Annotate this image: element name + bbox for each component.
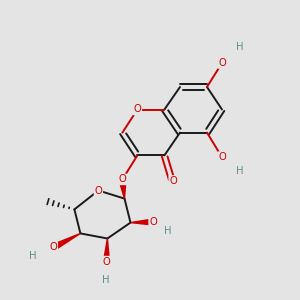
Text: O: O [149,217,157,227]
Polygon shape [52,233,80,250]
Text: O: O [134,104,141,115]
Text: O: O [218,152,226,162]
Text: O: O [94,185,102,196]
Polygon shape [103,238,109,262]
Text: H: H [236,166,244,176]
Text: O: O [50,242,57,253]
Text: H: H [29,250,36,261]
Text: H: H [164,226,171,236]
Text: H: H [102,274,109,285]
Text: H: H [236,41,244,52]
Text: O: O [169,176,177,186]
Text: O: O [103,256,110,267]
Polygon shape [130,219,153,225]
Text: O: O [218,58,226,68]
Text: O: O [118,174,126,184]
Polygon shape [119,179,126,199]
